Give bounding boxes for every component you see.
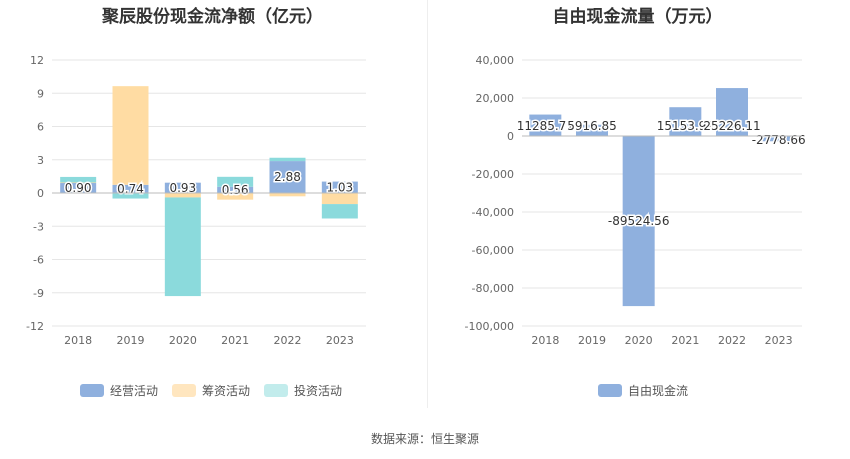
legend-swatch-operating	[80, 384, 104, 397]
right-x-tick-label: 2018	[531, 334, 559, 347]
left-bar-financing	[164, 193, 201, 198]
left-y-tick-label: 9	[37, 87, 44, 100]
left-bar-operating	[112, 184, 149, 193]
left-legend: 经营活动 筹资活动 投资活动	[80, 382, 342, 399]
right-data-label: 11285.77	[517, 119, 574, 133]
left-x-tick-label: 2019	[117, 334, 145, 347]
right-y-tick-label: -20,000	[472, 168, 514, 181]
right-bar-fcf	[576, 124, 608, 136]
right-bar-fcf	[762, 136, 795, 142]
right-y-tick-label: 40,000	[476, 54, 515, 67]
left-y-tick-label: -3	[33, 220, 44, 233]
right-legend: 自由现金流	[598, 382, 688, 399]
left-bar-investing	[164, 197, 201, 297]
left-data-label: 1.03	[326, 180, 353, 194]
left-data-label: 0.56	[222, 183, 249, 197]
legend-label-operating: 经营活动	[110, 384, 159, 398]
right-x-tick-label: 2023	[765, 334, 793, 347]
right-y-tick-label: -100,000	[465, 320, 514, 333]
legend-label-fcf: 自由现金流	[628, 384, 689, 398]
left-data-label: 0.93	[169, 181, 196, 195]
right-y-tick-label: 0	[507, 130, 514, 143]
left-bar-operating	[164, 182, 201, 193]
left-y-tick-label: 12	[30, 54, 44, 67]
legend-label-financing: 筹资活动	[202, 384, 251, 398]
left-bar-investing	[321, 204, 358, 219]
right-chart-title: 自由现金流量（万元）	[552, 7, 723, 27]
left-y-tick-label: 3	[37, 154, 44, 167]
right-y-tick-label: -40,000	[472, 206, 514, 219]
left-y-tick-label: -6	[33, 254, 44, 267]
left-bar-financing	[60, 182, 97, 184]
legend-label-investing: 投资活动	[294, 384, 343, 398]
left-bar-operating	[321, 181, 358, 193]
legend-swatch-investing	[264, 384, 289, 397]
right-y-tick-label: 20,000	[476, 92, 515, 105]
right-bar-fcf	[669, 107, 702, 136]
left-bar-operating	[217, 186, 254, 193]
left-bar-financing	[112, 86, 149, 185]
left-data-label: 0.90	[65, 181, 92, 195]
left-x-tick-label: 2020	[169, 334, 197, 347]
left-bar-investing	[60, 176, 97, 183]
left-bar-investing	[269, 157, 306, 162]
right-y-tick-label: -80,000	[472, 282, 514, 295]
left-bar-operating	[60, 183, 97, 193]
right-bar-fcf	[622, 136, 655, 307]
legend-item-financing[interactable]: 筹资活动	[172, 382, 250, 399]
right-data-label: 25226.11	[703, 119, 760, 133]
left-x-tick-label: 2021	[221, 334, 249, 347]
right-data-label: -2778.66	[752, 133, 806, 147]
left-bar-financing	[321, 193, 358, 205]
left-y-tick-label: 6	[37, 121, 44, 134]
right-x-tick-label: 2020	[625, 334, 653, 347]
left-bar-investing	[217, 176, 254, 187]
left-bar-financing	[269, 193, 306, 197]
left-bar-investing	[112, 193, 149, 199]
right-bar-fcf	[529, 114, 562, 136]
right-x-tick-label: 2021	[671, 334, 699, 347]
chart-divider	[427, 0, 428, 408]
legend-item-investing[interactable]: 投资活动	[264, 382, 342, 399]
right-bar-fcf	[716, 88, 748, 136]
right-data-label: 15153.99	[657, 119, 714, 133]
right-x-tick-label: 2022	[718, 334, 746, 347]
left-data-label: 2.88	[274, 170, 301, 184]
left-y-tick-label: 0	[37, 187, 44, 200]
right-y-tick-label: -60,000	[472, 244, 514, 257]
left-y-tick-label: -12	[26, 320, 44, 333]
right-data-label: -89524.56	[608, 214, 670, 228]
data-source: 数据来源：恒生聚源	[370, 432, 479, 446]
left-y-tick-label: -9	[33, 287, 44, 300]
legend-swatch-fcf	[598, 384, 622, 397]
left-bar-operating	[269, 161, 306, 193]
right-data-label: 5916.85	[567, 119, 617, 133]
legend-item-operating[interactable]: 经营活动	[80, 382, 158, 399]
left-x-tick-label: 2022	[274, 334, 302, 347]
legend-swatch-financing	[172, 384, 197, 397]
left-x-tick-label: 2018	[64, 334, 92, 347]
left-bar-financing	[217, 193, 254, 200]
right-x-tick-label: 2019	[578, 334, 606, 347]
left-data-label: 0.74	[117, 182, 144, 196]
left-chart-title: 聚辰股份现金流净额（亿元）	[102, 7, 323, 27]
legend-item-fcf[interactable]: 自由现金流	[598, 382, 688, 399]
left-x-tick-label: 2023	[326, 334, 354, 347]
